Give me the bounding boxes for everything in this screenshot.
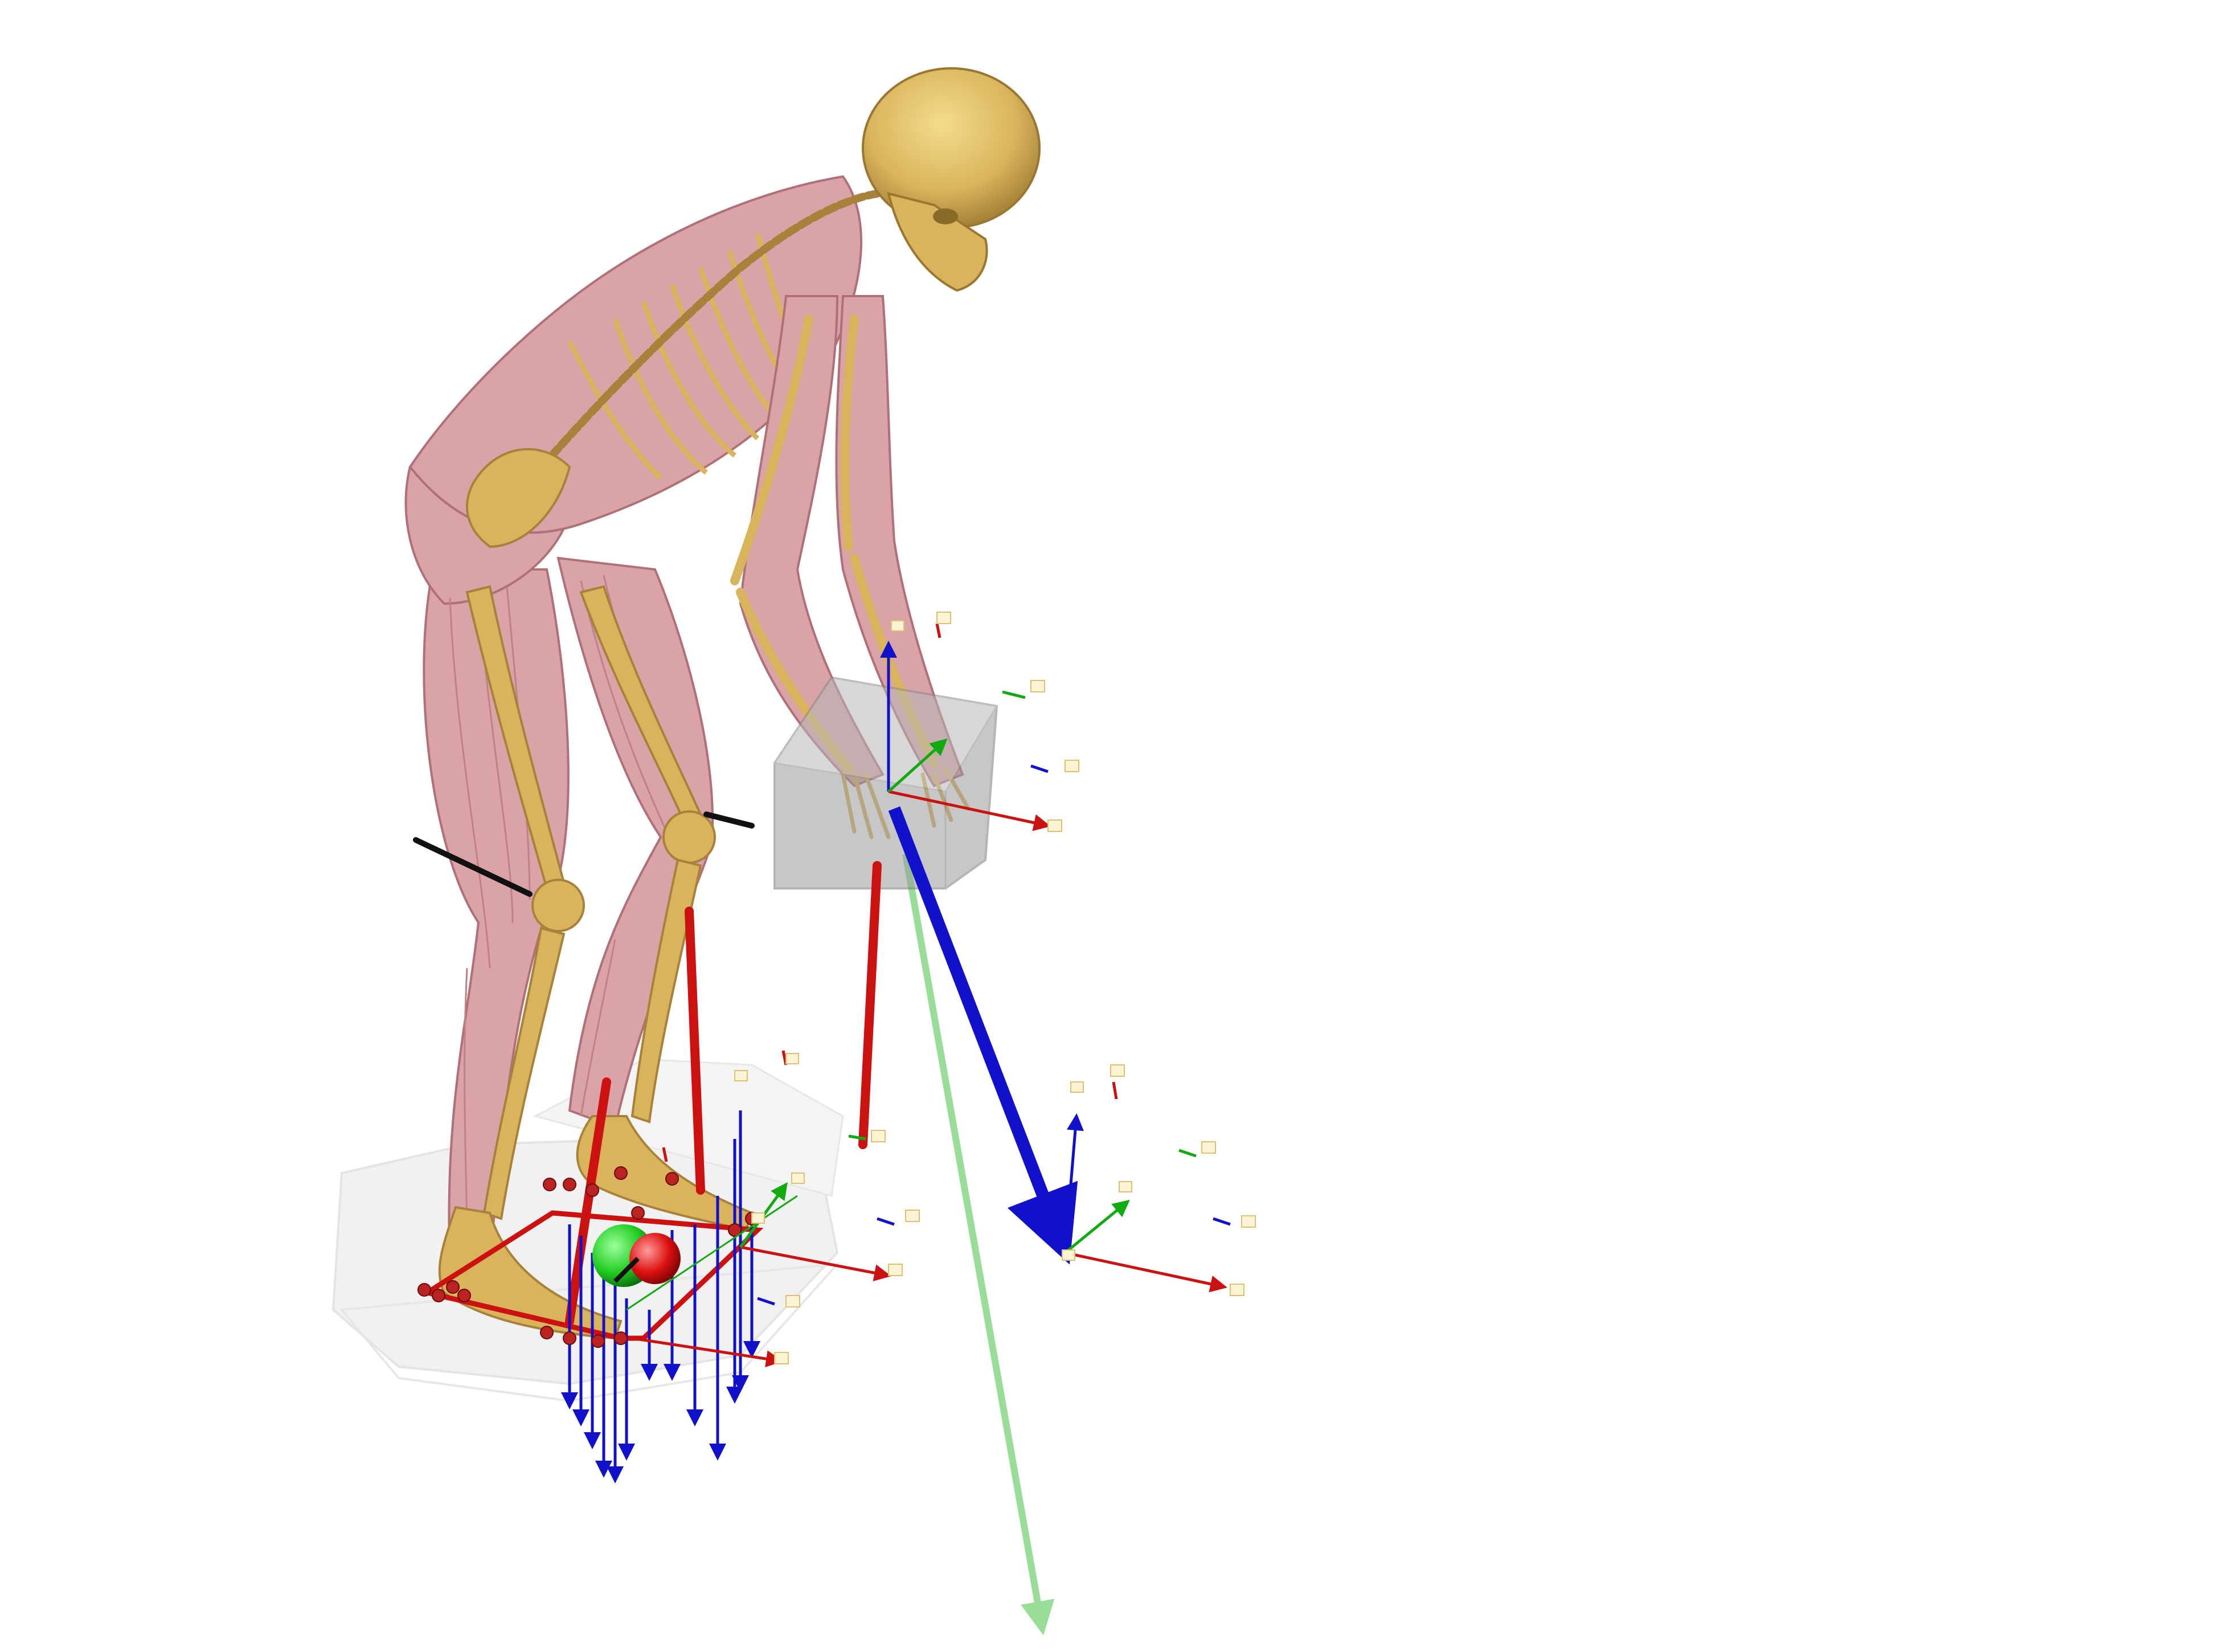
contact-force-vectors [561,1110,760,1483]
femur-icon [465,585,716,1220]
center-of-mass-icon [592,1224,681,1287]
joint-axis-segments [413,811,755,897]
spine [509,190,881,505]
foot-contact-outline [420,1210,764,1341]
marker-icon [417,1166,759,1348]
ground-reaction-vector [902,853,1055,1635]
pelvis-icon [466,448,571,548]
coordinate-frame-icon [626,623,1231,1368]
skull-icon [862,67,1041,292]
force-arrow-icon [565,861,882,1326]
box-icon[interactable] [773,676,998,889]
hand-force-arrow [888,806,1078,1265]
frame-label-boxes [734,612,1256,1364]
